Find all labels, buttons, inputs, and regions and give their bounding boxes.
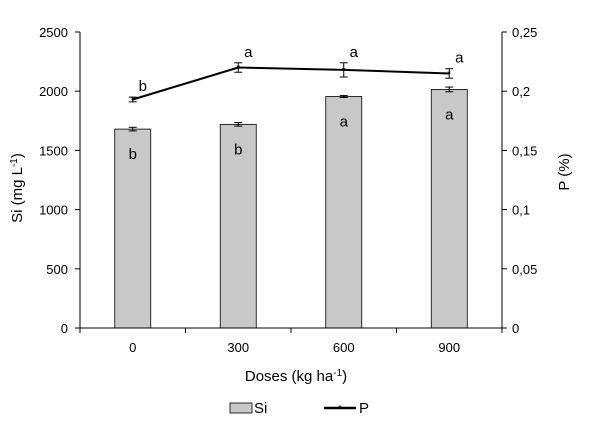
point-marker-p: * (447, 69, 451, 80)
significance-letter-p: a (244, 44, 253, 61)
legend: Si * P (229, 400, 369, 417)
line-layer: * b * a * a * a (128, 44, 464, 106)
y-right-tick-label: 0,2 (512, 84, 530, 99)
y-left-tick-label: 1000 (39, 203, 68, 218)
axes-layer: 0 500 1000 1500 2000 2500 0 0,05 0,1 0,15 0,2 0,25 0… (39, 25, 537, 355)
significance-letter-si: b (129, 146, 137, 163)
legend-swatch-si (229, 402, 253, 414)
point-marker-p: * (131, 95, 135, 106)
x-axis-label: Doses (kg ha-1) (245, 368, 347, 385)
legend-label-si: Si (254, 400, 267, 417)
bar-si (325, 96, 363, 329)
y-left-tick-label: 0 (61, 321, 68, 336)
point-marker-p: * (236, 64, 240, 75)
bar-si (430, 89, 468, 329)
x-tick-label: 600 (333, 340, 355, 355)
x-tick-label: 900 (438, 340, 460, 355)
significance-letter-p: a (350, 44, 359, 61)
y-right-tick-label: 0,25 (512, 25, 537, 40)
significance-letter-si: a (340, 114, 349, 131)
bars-layer: b b a a (114, 86, 468, 329)
y-right-tick-label: 0 (512, 321, 519, 336)
y-axis-right-label: P (%) (556, 153, 573, 190)
legend-marker-p: * (338, 404, 342, 415)
x-tick-label: 300 (227, 340, 249, 355)
significance-letter-si: a (445, 106, 454, 123)
significance-letter-si: b (234, 141, 242, 158)
point-marker-p: * (342, 66, 346, 77)
significance-letter-p: b (139, 78, 147, 95)
significance-letter-p: a (455, 50, 464, 67)
y-left-tick-label: 2500 (39, 25, 68, 40)
x-tick-label: 0 (129, 340, 136, 355)
y-left-tick-label: 500 (46, 262, 68, 277)
legend-label-p: P (359, 400, 369, 417)
bar-si (114, 128, 152, 329)
y-right-tick-label: 0,05 (512, 262, 537, 277)
y-left-tick-label: 2000 (39, 84, 68, 99)
line-p (132, 66, 450, 101)
y-left-tick-label: 1500 (39, 143, 68, 158)
y-right-tick-label: 0,1 (512, 203, 530, 218)
y-right-tick-label: 0,15 (512, 143, 537, 158)
y-axis-left-label: Si (mg L-1) (9, 153, 26, 223)
